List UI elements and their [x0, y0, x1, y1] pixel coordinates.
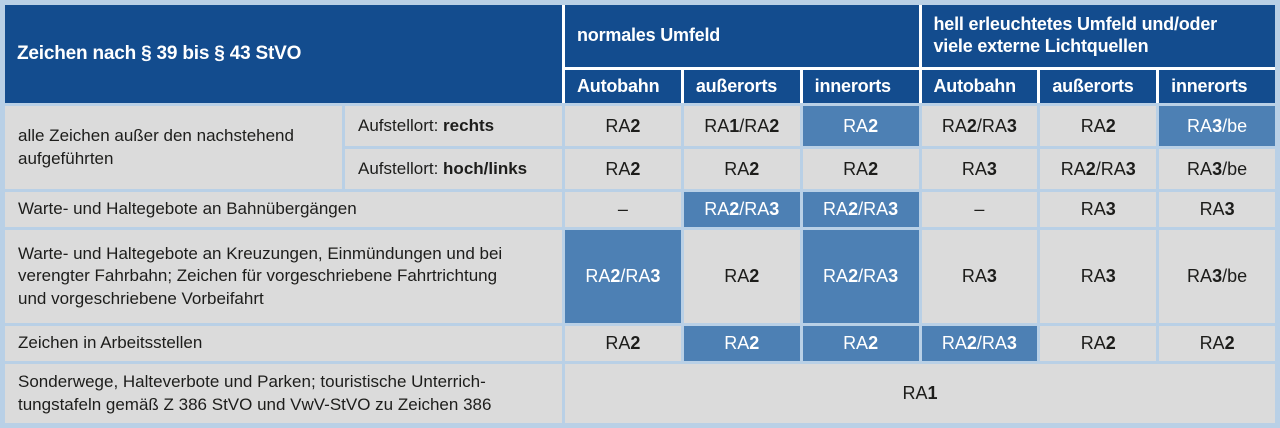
- ra-class-cell: RA 3/be: [1159, 230, 1275, 323]
- ra-class-cell: RA 2: [1040, 106, 1157, 146]
- ra-class-cell: RA 2: [802, 149, 919, 189]
- group-header-label: hell erleuchtetes Umfeld und/oder viele …: [933, 14, 1218, 56]
- ra-class-cell: RA 1/RA 2: [683, 106, 800, 146]
- ra-class-cell-span: RA 1: [565, 364, 1275, 423]
- aufstellort-value: rechts: [443, 115, 495, 135]
- subheader-label: Autobahn: [577, 76, 660, 96]
- ra-class-cell: RA 2/RA 3: [921, 106, 1038, 146]
- ra-class-cell: RA 2: [565, 326, 681, 361]
- ra-class-cell: RA 2: [565, 106, 681, 146]
- row-label-text: Warte- und Haltegebote an Kreuzungen, Ei…: [18, 244, 503, 308]
- aufstellort-prefix: Aufstellort:: [358, 115, 444, 135]
- ra-class-cell: RA 2/RA 3: [683, 192, 800, 227]
- ra-class-cell: RA 3: [1040, 192, 1157, 227]
- row-label-arbeitsstellen: Zeichen in Arbeitsstellen: [5, 326, 562, 361]
- subheader-autobahn-hell: Autobahn: [921, 70, 1038, 103]
- ra-class-cell: RA 2: [683, 149, 800, 189]
- corner-header: Zeichen nach § 39 bis § 43 StVO: [5, 5, 562, 103]
- row-label-text: Zeichen in Arbeitsstellen: [18, 333, 203, 353]
- aufstellort-text: Aufstellort: rechts: [358, 115, 494, 137]
- subheader-autobahn-normal: Autobahn: [565, 70, 681, 103]
- aufstellort-prefix: Aufstellort:: [358, 158, 444, 178]
- ra-class-cell: RA 3: [921, 230, 1038, 323]
- ra-class-cell: RA 2: [683, 326, 800, 361]
- group-header-hell-erleuchtet: hell erleuchtetes Umfeld und/oder viele …: [921, 5, 1275, 67]
- row-label-text: alle Zeichen außer den nachstehend aufge…: [18, 126, 294, 168]
- row-label-text: Warte- und Haltegebote an Bahnübergängen: [18, 199, 357, 219]
- ra-class-cell: RA 2: [565, 149, 681, 189]
- ra-class-cell: –: [921, 192, 1038, 227]
- subheader-label: innerorts: [1171, 76, 1248, 96]
- row-label-kreuzungen: Warte- und Haltegebote an Kreuzungen, Ei…: [5, 230, 562, 323]
- subheader-innerorts-hell: innerorts: [1159, 70, 1275, 103]
- ra-class-cell: RA 2: [1159, 326, 1275, 361]
- ra-class-cell: –: [565, 192, 681, 227]
- ra-class-cell: RA 3: [1159, 192, 1275, 227]
- ra-class-cell: RA 3: [921, 149, 1038, 189]
- aufstellort-rechts-cell: Aufstellort: rechts: [345, 106, 562, 146]
- ra-class-cell: RA 2/RA 3: [802, 230, 919, 323]
- corner-header-label: Zeichen nach § 39 bis § 43 StVO: [17, 43, 302, 64]
- ra-class-cell: RA 2/RA 3: [802, 192, 919, 227]
- ra-class-cell: RA 3/be: [1159, 149, 1275, 189]
- row-label-sonderwege: Sonderwege, Halteverbote und Parken; tou…: [5, 364, 562, 423]
- group-header-label: normales Umfeld: [577, 25, 721, 46]
- ra-class-cell: RA 3/be: [1159, 106, 1275, 146]
- row-label-text: Sonderwege, Halteverbote und Parken; tou…: [18, 372, 492, 414]
- subheader-innerorts-normal: innerorts: [802, 70, 919, 103]
- ra-class-cell: RA 2: [1040, 326, 1157, 361]
- group-header-normal-umfeld: normales Umfeld: [565, 5, 919, 67]
- ra-class-cell: RA 2/RA 3: [1040, 149, 1157, 189]
- subheader-label: außerorts: [695, 76, 778, 96]
- ra-class-cell: RA 3: [1040, 230, 1157, 323]
- row-label-alle-zeichen: alle Zeichen außer den nachstehend aufge…: [5, 106, 342, 189]
- subheader-ausserorts-hell: außerorts: [1040, 70, 1157, 103]
- ra-class-cell: RA 2: [802, 106, 919, 146]
- ra-class-cell: RA 2/RA 3: [921, 326, 1038, 361]
- aufstellort-text: Aufstellort: hoch/links: [358, 158, 527, 180]
- subheader-label: Autobahn: [933, 76, 1017, 96]
- subheader-label: außerorts: [1052, 76, 1134, 96]
- aufstellort-value: hoch/links: [443, 158, 528, 178]
- table-header: Zeichen nach § 39 bis § 43 StVO normales…: [5, 5, 1275, 103]
- ra-class-cell: RA 2: [683, 230, 800, 323]
- subheader-ausserorts-normal: außerorts: [683, 70, 800, 103]
- aufstellort-hoch-links-cell: Aufstellort: hoch/links: [345, 149, 562, 189]
- subheader-label: innerorts: [814, 76, 891, 96]
- table-body: alle Zeichen außer den nachstehend aufge…: [5, 106, 1275, 423]
- row-label-bahnuebergaenge: Warte- und Haltegebote an Bahnübergängen: [5, 192, 562, 227]
- ra-class-cell: RA 2/RA 3: [565, 230, 681, 323]
- ra-class-cell: RA 2: [802, 326, 919, 361]
